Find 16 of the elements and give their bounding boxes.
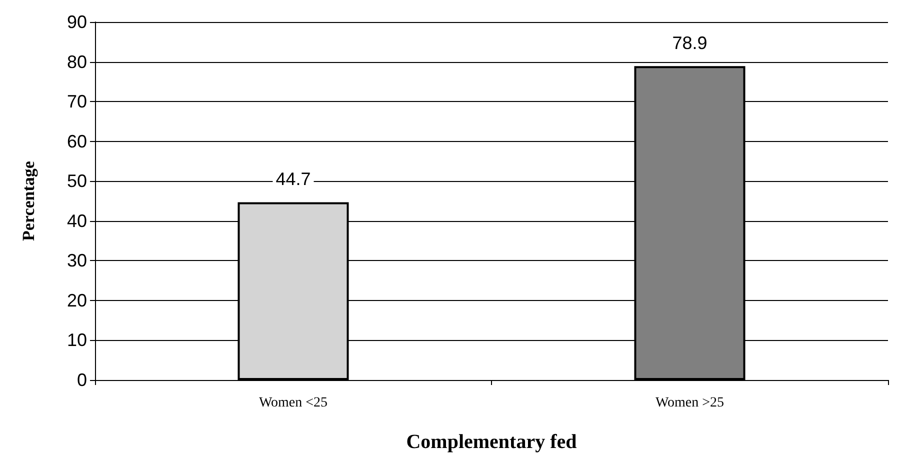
x-tick-label: Women >25 xyxy=(655,396,724,410)
data-label: 44.7 xyxy=(276,169,311,190)
y-tick-label: 40 xyxy=(66,210,87,231)
y-tick-label: 50 xyxy=(66,171,87,192)
y-tick-label: 20 xyxy=(66,290,87,310)
y-tick-label: 80 xyxy=(66,52,87,72)
y-axis-title: Percentage xyxy=(19,160,38,241)
y-tick-label: 60 xyxy=(66,131,87,152)
y-tick-label: 0 xyxy=(76,370,87,390)
y-tick-label: 30 xyxy=(66,250,87,271)
data-label: 78.9 xyxy=(672,33,708,54)
y-tick-label: 10 xyxy=(66,330,87,350)
y-tick-label: 90 xyxy=(66,12,87,32)
x-tick-label: Women <25 xyxy=(258,396,328,410)
x-axis-title: Complementary fed xyxy=(406,431,577,453)
y-tick-label: 70 xyxy=(66,92,87,112)
